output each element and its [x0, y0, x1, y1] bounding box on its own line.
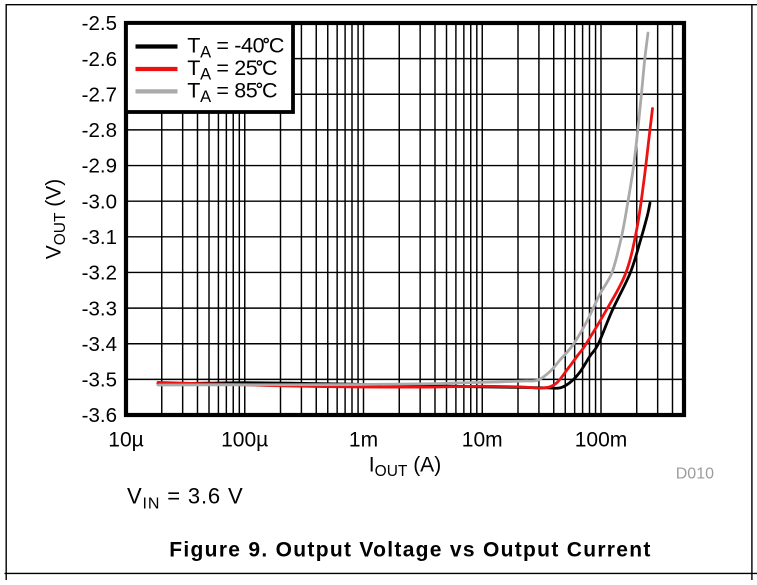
svg-text:-3.1: -3.1 [82, 226, 117, 249]
svg-text:-3.0: -3.0 [82, 190, 117, 213]
svg-text:D010: D010 [676, 466, 714, 483]
svg-text:-3.2: -3.2 [82, 262, 117, 285]
svg-text:-3.5: -3.5 [82, 369, 117, 392]
svg-text:-2.8: -2.8 [82, 119, 117, 142]
svg-text:-3.6: -3.6 [82, 404, 117, 427]
svg-text:-2.5: -2.5 [82, 12, 117, 35]
svg-text:10µ: 10µ [108, 428, 143, 451]
svg-text:-3.3: -3.3 [82, 297, 117, 320]
svg-text:100µ: 100µ [221, 428, 268, 451]
svg-text:-3.4: -3.4 [82, 333, 117, 356]
svg-text:10m: 10m [462, 428, 503, 451]
svg-text:-2.7: -2.7 [82, 84, 117, 107]
svg-text:TA = 25C: TA = 25 C [187, 56, 277, 84]
svg-text:-2.6: -2.6 [82, 48, 117, 71]
svg-text:-2.9: -2.9 [82, 155, 117, 178]
svg-text:100m: 100m [575, 428, 628, 451]
svg-text:1m: 1m [349, 428, 378, 451]
svg-text:Figure 9. Output Voltage vs Ou: Figure 9. Output Voltage vs Output Curre… [169, 539, 651, 562]
